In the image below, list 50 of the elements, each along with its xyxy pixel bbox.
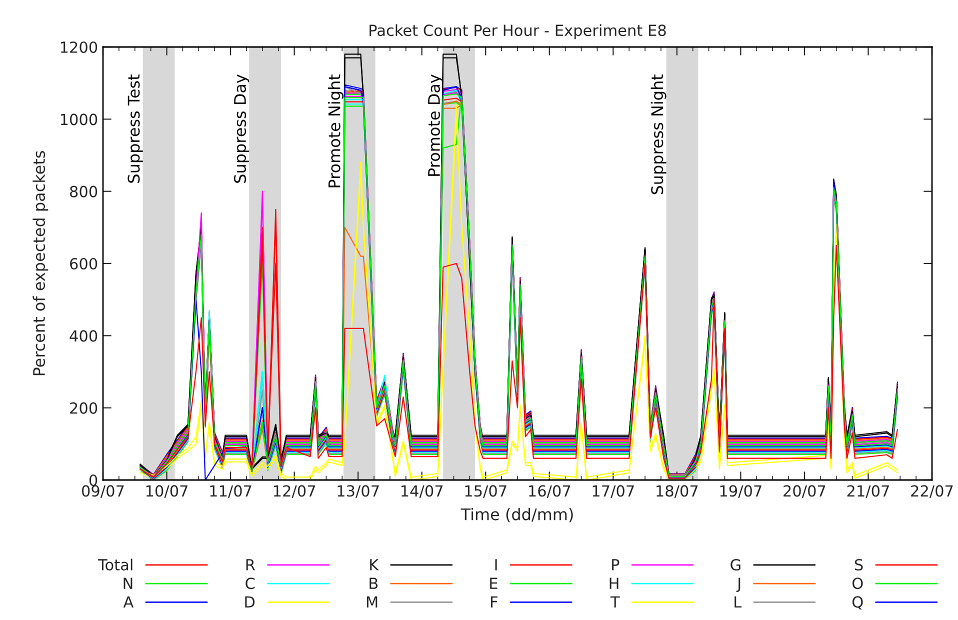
x-tick-label: 21/07	[847, 485, 889, 498]
y-axis-title: Percent of expected packets	[32, 151, 48, 376]
x-tick-label: 11/07	[210, 485, 252, 498]
y-tick-label: 0	[89, 474, 98, 486]
legend-label: Total	[98, 558, 132, 571]
legend-label: H	[610, 578, 618, 589]
legend-label: R	[246, 559, 256, 570]
legend-label: M	[366, 596, 378, 608]
x-tick-label: 17/07	[592, 485, 634, 498]
x-tick-label: 22/07	[911, 485, 953, 498]
x-tick-label: 20/07	[784, 485, 826, 498]
x-tick-label: 12/07	[274, 485, 316, 498]
y-tick-label: 400	[70, 330, 98, 342]
legend-label: L	[734, 596, 742, 608]
x-tick-label: 10/07	[146, 485, 188, 498]
x-tick-label: 15/07	[465, 485, 506, 498]
x-axis-title: Time (dd/mm)	[460, 508, 573, 522]
legend-label: D	[245, 596, 255, 608]
legend-label: I	[495, 559, 497, 570]
x-tick-label: 13/07	[338, 485, 379, 498]
y-tick-label: 200	[70, 402, 98, 414]
legend-label: N	[124, 578, 132, 589]
legend-label: F	[491, 596, 498, 608]
legend-label: C	[246, 578, 255, 590]
legend-label: B	[370, 578, 378, 589]
x-tick-label: 19/07	[720, 485, 762, 498]
band-label: Promote Night	[328, 74, 344, 188]
band-label: Suppress Test	[128, 74, 143, 183]
band-label: Suppress Night	[650, 74, 666, 194]
legend-label: O	[852, 578, 863, 590]
legend-label: A	[123, 596, 134, 608]
chart-title: Packet Count Per Hour - Experiment E8	[370, 24, 666, 40]
legend-label: E	[490, 578, 498, 589]
band-label: Suppress Day	[234, 74, 250, 183]
x-tick-label: 09/07	[82, 485, 124, 498]
legend-label: P	[612, 559, 620, 570]
band-label: Promote Day	[428, 74, 444, 176]
y-tick-label: 1000	[60, 114, 98, 126]
legend-label: K	[370, 559, 379, 570]
x-tick-label: 18/07	[656, 485, 698, 498]
y-tick-label: 1200	[60, 41, 98, 54]
y-tick-label: 800	[70, 186, 98, 198]
legend-label: J	[736, 578, 740, 592]
legend-label: G	[730, 558, 740, 571]
y-tick-label: 600	[70, 258, 98, 270]
x-tick-label: 16/07	[529, 485, 570, 498]
legend-label: S	[854, 558, 863, 571]
x-tick-label: 14/07	[402, 485, 443, 498]
legend-label: Q	[852, 596, 863, 610]
legend-label: T	[610, 596, 620, 608]
